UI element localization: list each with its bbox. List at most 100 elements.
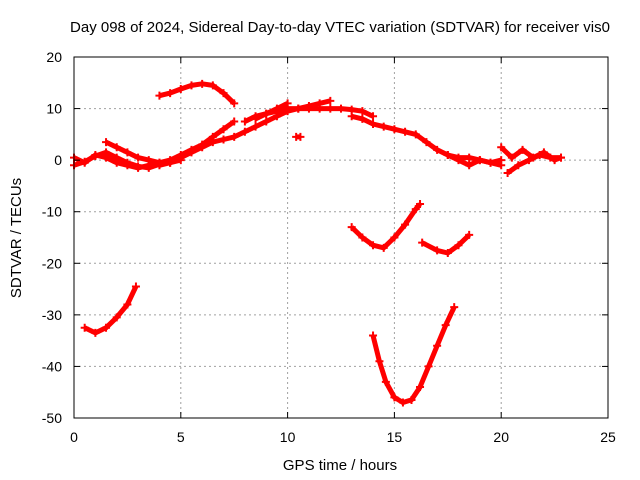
data-point — [347, 223, 356, 232]
data-point — [102, 148, 111, 157]
data-point — [546, 153, 555, 162]
data-point — [230, 99, 239, 108]
data-point — [155, 91, 164, 100]
data-point — [443, 248, 452, 257]
data-point — [187, 148, 196, 157]
data-point — [91, 328, 100, 337]
series-arc-7 — [251, 99, 292, 123]
data-point — [465, 230, 474, 239]
data-point — [369, 112, 378, 121]
y-tick-label: -40 — [42, 358, 62, 374]
data-point — [304, 104, 313, 113]
data-point — [230, 132, 239, 141]
series-trace — [349, 202, 422, 251]
data-point — [465, 161, 474, 170]
data-point — [219, 89, 228, 98]
data-point — [422, 138, 431, 147]
data-point — [315, 104, 324, 113]
data-point — [123, 148, 132, 157]
data-point — [518, 145, 527, 154]
data-point — [262, 109, 271, 118]
data-point — [176, 84, 185, 93]
data-point — [123, 300, 132, 309]
series-arc-8 — [292, 132, 305, 141]
series-arc-15 — [418, 230, 474, 257]
data-point — [208, 81, 217, 90]
data-point — [416, 199, 425, 208]
data-point — [411, 130, 420, 139]
data-point — [102, 138, 111, 147]
data-point — [514, 161, 523, 170]
x-tick-label: 0 — [70, 429, 78, 445]
data-point — [347, 105, 356, 114]
data-point — [326, 104, 335, 113]
data-point — [369, 241, 378, 250]
data-point — [454, 241, 463, 250]
chart-title: Day 098 of 2024, Sidereal Day-to-day VTE… — [70, 19, 610, 36]
data-point — [102, 323, 111, 332]
series-trace — [254, 101, 289, 122]
data-point — [251, 122, 260, 131]
data-point — [112, 153, 121, 162]
data-point — [557, 153, 566, 162]
data-point — [134, 153, 143, 162]
data-point — [296, 132, 305, 141]
x-tick-labels: 0 5 10 15 20 25 — [70, 429, 616, 445]
data-point — [524, 156, 533, 165]
series-trace — [73, 149, 171, 171]
data-point — [475, 156, 484, 165]
x-tick-label: 10 — [280, 429, 296, 445]
data-point — [418, 238, 427, 247]
data-point — [91, 152, 100, 161]
series-arc-13 — [80, 282, 140, 337]
series-arc-5 — [155, 79, 239, 108]
x-tick-label: 20 — [493, 429, 509, 445]
grid — [74, 57, 608, 418]
data-point — [240, 117, 249, 126]
x-axis-title: GPS time / hours — [283, 457, 397, 474]
data-point — [198, 143, 207, 152]
plot-frame — [73, 56, 609, 419]
data-point — [112, 313, 121, 322]
data-point — [80, 157, 89, 166]
series-arc-10 — [443, 150, 506, 170]
y-tick-label: -10 — [42, 204, 62, 220]
data-point — [503, 169, 512, 178]
data-point — [80, 323, 89, 332]
data-point — [379, 122, 388, 131]
data-point — [240, 127, 249, 136]
data-point — [230, 117, 239, 126]
data-point — [465, 153, 474, 162]
ticks — [73, 56, 609, 419]
data-point — [507, 153, 516, 162]
data-point — [497, 161, 506, 170]
data-point — [166, 89, 175, 98]
y-tick-label: -30 — [42, 307, 62, 323]
data-point — [390, 393, 399, 402]
series-arc-12 — [503, 150, 566, 178]
data-point — [176, 153, 185, 162]
x-tick-label: 5 — [177, 429, 185, 445]
y-tick-labels: -50 -40 -30 -20 -10 0 10 20 — [42, 49, 62, 426]
data-point — [358, 114, 367, 123]
data-point — [166, 158, 175, 167]
data-point — [326, 96, 335, 105]
y-tick-label: 20 — [46, 49, 62, 65]
series-trace — [83, 285, 139, 336]
y-tick-label: 0 — [54, 152, 62, 168]
data-point — [424, 362, 433, 371]
data-point — [416, 383, 425, 392]
data-point — [375, 357, 384, 366]
data-point — [144, 163, 153, 172]
data-point — [433, 145, 442, 154]
data-point — [450, 303, 459, 312]
data-point — [379, 243, 388, 252]
y-axis-title: SDTVAR / TECUs — [8, 178, 25, 298]
data-point — [358, 233, 367, 242]
data-point — [433, 341, 442, 350]
data-point — [441, 321, 450, 330]
data-point — [337, 104, 345, 113]
data-point — [134, 162, 143, 171]
data-point — [398, 398, 407, 407]
